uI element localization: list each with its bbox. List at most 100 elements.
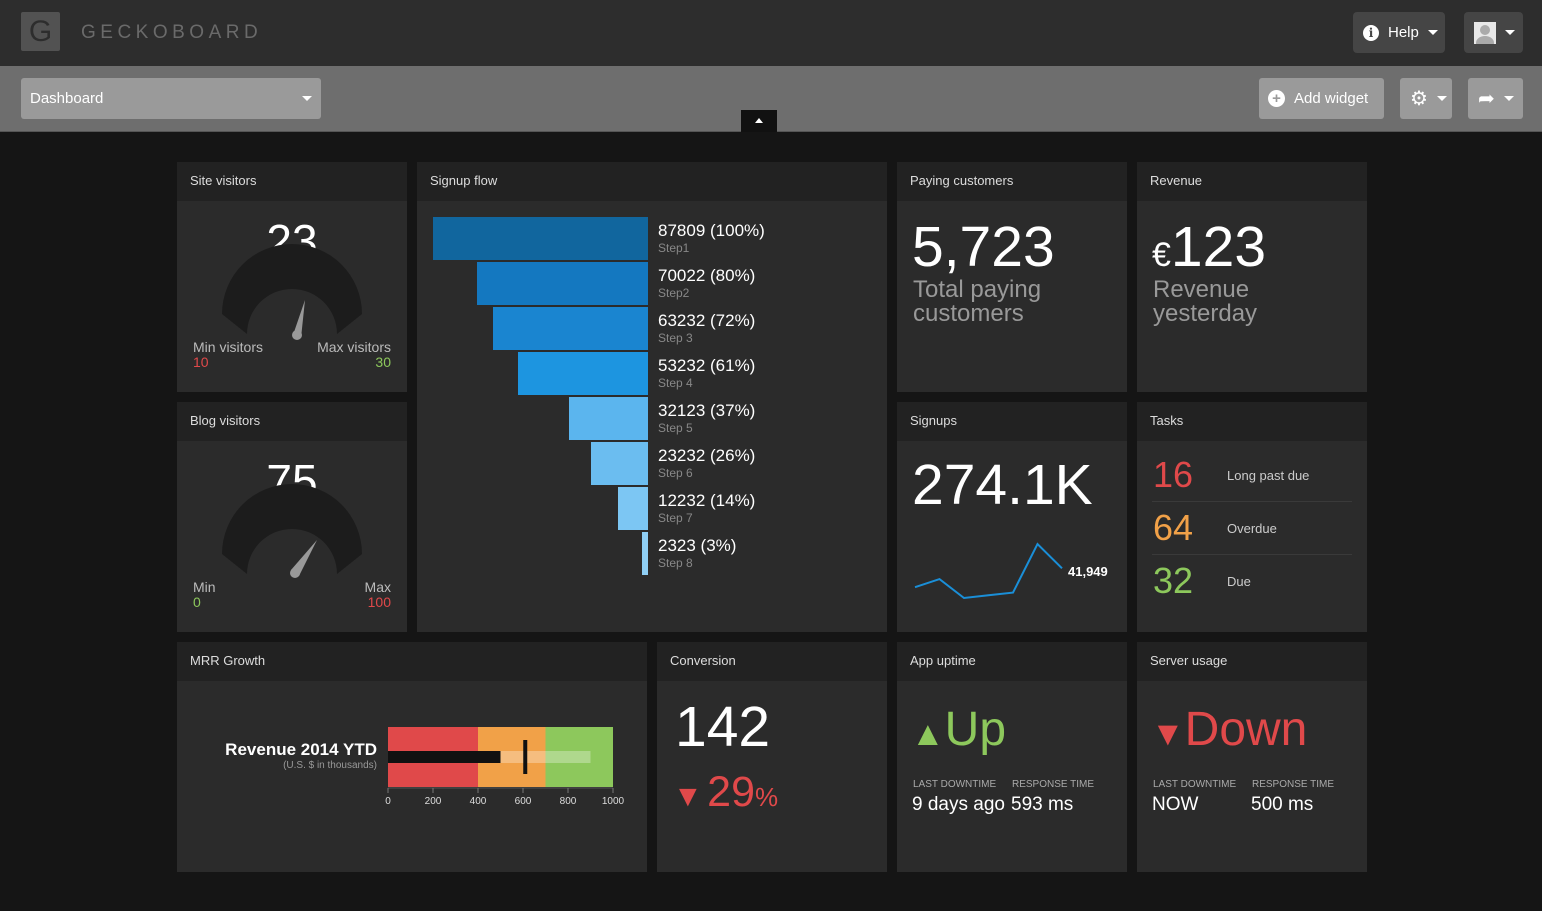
funnel-value-label: 2323 (3%) bbox=[658, 536, 737, 555]
gauge-min-value: 0 bbox=[193, 594, 201, 610]
funnel-value-label: 53232 (61%) bbox=[658, 356, 756, 375]
revenue-label-2: yesterday bbox=[1153, 300, 1258, 327]
logo-icon[interactable]: G bbox=[21, 12, 60, 51]
user-menu-button[interactable] bbox=[1464, 12, 1523, 53]
last-downtime-label: LAST DOWNTIME bbox=[1153, 779, 1237, 790]
response-time-value: 593 ms bbox=[1011, 794, 1074, 815]
widget-title: Revenue bbox=[1137, 162, 1367, 201]
funnel-bar bbox=[642, 532, 648, 575]
funnel-value-label: 32123 (37%) bbox=[658, 401, 756, 420]
avatar bbox=[1474, 21, 1496, 44]
dashboard-select-label: Dashboard bbox=[30, 90, 104, 107]
server-status-label: Down bbox=[1184, 703, 1308, 756]
paying-customers-label-1: Total paying bbox=[913, 276, 1042, 303]
widget-revenue[interactable]: Revenue €123 Revenue yesterday bbox=[1137, 162, 1367, 392]
collapse-toolbar-button[interactable] bbox=[741, 110, 777, 132]
gauge-hub bbox=[292, 330, 302, 340]
bullet-label: Revenue 2014 YTD bbox=[225, 740, 377, 759]
help-label: Help bbox=[1388, 24, 1419, 41]
response-time-value: 500 ms bbox=[1251, 794, 1314, 815]
bullet-tick-label: 800 bbox=[559, 796, 577, 807]
chevron-down-icon bbox=[1503, 96, 1514, 101]
conversion-change-unit: % bbox=[755, 782, 779, 812]
brand-name: GECKOBOARD bbox=[81, 22, 263, 43]
funnel-step-label: Step 7 bbox=[658, 511, 693, 525]
add-widget-button[interactable]: + Add widget bbox=[1259, 78, 1384, 119]
gauge-max-value: 100 bbox=[367, 594, 391, 610]
funnel-step-label: Step 8 bbox=[658, 556, 693, 570]
widget-title: Tasks bbox=[1137, 402, 1367, 441]
arrow-down-icon: ▼ bbox=[673, 780, 703, 813]
chevron-down-icon bbox=[302, 96, 312, 101]
gauge-max-value: 30 bbox=[375, 354, 391, 370]
last-downtime-value: NOW bbox=[1152, 794, 1199, 815]
bullet-tick-label: 400 bbox=[469, 796, 487, 807]
widget-title: Site visitors bbox=[177, 162, 407, 201]
widget-signups[interactable]: Signups 274.1K 41,949 bbox=[897, 402, 1127, 632]
funnel-value-label: 63232 (72%) bbox=[658, 311, 756, 330]
settings-button[interactable]: ⚙ bbox=[1400, 78, 1452, 119]
uptime-status: ▲Up bbox=[911, 702, 1006, 757]
bullet-range bbox=[545, 727, 613, 787]
signups-value: 274.1K bbox=[912, 453, 1093, 517]
funnel-bar bbox=[433, 217, 648, 260]
revenue-value-row: €123 bbox=[1152, 214, 1266, 280]
signups-sparkline bbox=[914, 542, 1063, 600]
funnel-bar bbox=[591, 442, 648, 485]
revenue-label-1: Revenue bbox=[1153, 276, 1250, 303]
funnel-bar bbox=[569, 397, 648, 440]
widget-site-visitors[interactable]: Site visitors 23 Min visitors 10 Max vis… bbox=[177, 162, 407, 392]
widget-conversion[interactable]: Conversion 142 ▼ 29% bbox=[657, 642, 887, 872]
bullet-tick-label: 0 bbox=[385, 796, 391, 807]
bullet-target-marker bbox=[523, 740, 528, 774]
top-bar: G GECKOBOARD i Help bbox=[0, 0, 1542, 66]
widget-title: Blog visitors bbox=[177, 402, 407, 441]
last-downtime-value: 9 days ago bbox=[912, 794, 1005, 815]
widget-mrr-growth[interactable]: MRR Growth Revenue 2014 YTD (U.S. $ in t… bbox=[177, 642, 647, 872]
funnel-step-label: Step 6 bbox=[658, 466, 693, 480]
funnel-bar bbox=[618, 487, 648, 530]
arrow-down-icon: ▼ bbox=[1151, 715, 1185, 753]
bullet-tick-label: 200 bbox=[424, 796, 442, 807]
funnel-value-label: 87809 (100%) bbox=[658, 221, 765, 240]
funnel-step-label: Step 3 bbox=[658, 331, 693, 345]
gauge-needle bbox=[293, 300, 305, 338]
paying-customers-label-2: customers bbox=[913, 300, 1024, 327]
gauge-arc bbox=[222, 484, 362, 574]
server-status: ▼Down bbox=[1151, 702, 1307, 757]
widget-title: MRR Growth bbox=[177, 642, 647, 681]
last-downtime-label: LAST DOWNTIME bbox=[913, 779, 997, 790]
help-button[interactable]: i Help bbox=[1353, 12, 1445, 53]
response-time-label: RESPONSE TIME bbox=[1252, 779, 1335, 790]
gauge-hub bbox=[290, 568, 300, 578]
widget-signup-flow[interactable]: Signup flow 87809 (100%) Step1 70022 (80%)… bbox=[417, 162, 887, 632]
widget-app-uptime[interactable]: App uptime ▲Up LAST DOWNTIME RESPONSE TI… bbox=[897, 642, 1127, 872]
gauge-min-label: Min visitors bbox=[193, 339, 264, 355]
add-widget-label: Add widget bbox=[1294, 90, 1369, 107]
bullet-chart bbox=[387, 727, 614, 793]
gauge-needle bbox=[291, 540, 317, 576]
funnel-step-label: Step2 bbox=[658, 286, 690, 300]
share-icon: ➦ bbox=[1478, 88, 1495, 110]
widget-server-usage[interactable]: Server usage ▼Down LAST DOWNTIME RESPONS… bbox=[1137, 642, 1367, 872]
funnel-step-label: Step 5 bbox=[658, 421, 693, 435]
funnel-value-label: 23232 (26%) bbox=[658, 446, 756, 465]
bullet-tick-label: 600 bbox=[514, 796, 532, 807]
funnel-step-label: Step1 bbox=[658, 241, 690, 255]
bullet-sublabel: (U.S. $ in thousands) bbox=[283, 760, 377, 771]
widget-paying-customers[interactable]: Paying customers 5,723 Total paying cust… bbox=[897, 162, 1127, 392]
task-label-due: Due bbox=[1227, 574, 1251, 589]
dashboard-select[interactable]: Dashboard bbox=[21, 78, 321, 119]
widget-blog-visitors[interactable]: Blog visitors 75 Min 0 Max 100 bbox=[177, 402, 407, 632]
divider bbox=[1152, 501, 1352, 502]
funnel-bar bbox=[518, 352, 648, 395]
gauge-max-label: Max visitors bbox=[317, 339, 391, 355]
widget-tasks[interactable]: Tasks 16 Long past due 64 Overdue 32 Due bbox=[1137, 402, 1367, 632]
bullet-tick-label: 1000 bbox=[601, 796, 625, 807]
gear-icon: ⚙ bbox=[1410, 88, 1428, 110]
share-button[interactable]: ➦ bbox=[1468, 78, 1523, 119]
funnel-bar bbox=[477, 262, 648, 305]
chevron-down-icon bbox=[1436, 96, 1447, 101]
task-count-overdue: 64 bbox=[1153, 507, 1194, 548]
info-icon: i bbox=[1363, 24, 1379, 41]
